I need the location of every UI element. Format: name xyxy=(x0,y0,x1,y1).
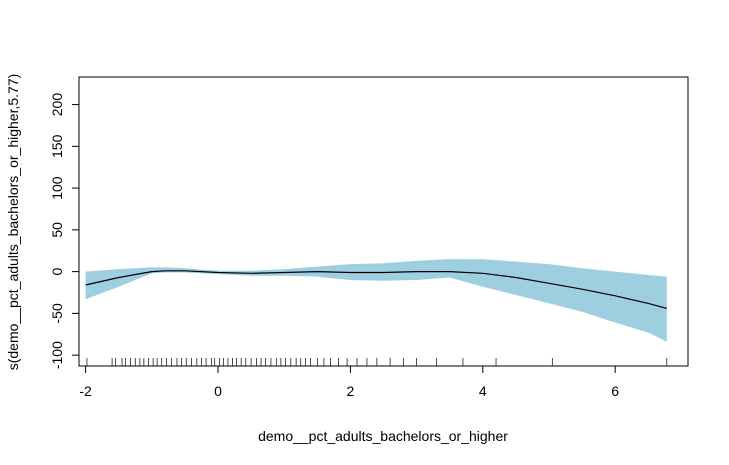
y-tick-label: -50 xyxy=(49,303,65,323)
fit-line xyxy=(85,270,667,309)
y-axis: -100 -50 0 50 100 150 200 xyxy=(49,93,80,369)
y-tick-label: 150 xyxy=(49,134,65,158)
x-tick-label: 2 xyxy=(347,383,355,399)
fit-line-layer xyxy=(85,270,667,309)
confidence-band xyxy=(85,259,667,342)
x-tick-label: 0 xyxy=(214,383,222,399)
y-tick-label: 0 xyxy=(49,268,65,276)
x-tick-label: -2 xyxy=(79,383,92,399)
y-tick-label: 100 xyxy=(49,176,65,200)
rug-layer xyxy=(86,358,668,366)
y-tick-label: 50 xyxy=(49,222,65,238)
x-tick-label: 6 xyxy=(611,383,619,399)
y-tick-label: -100 xyxy=(49,341,65,369)
x-axis: -2 0 2 4 6 xyxy=(79,365,619,399)
confidence-band-layer xyxy=(85,259,667,342)
x-tick-label: 4 xyxy=(479,383,487,399)
y-tick-label: 200 xyxy=(49,93,65,117)
plot-frame xyxy=(78,76,689,367)
y-axis-title: s(demo__pct_adults_bachelors_or_higher,5… xyxy=(5,74,21,371)
x-axis-title: demo__pct_adults_bachelors_or_higher xyxy=(258,428,508,444)
